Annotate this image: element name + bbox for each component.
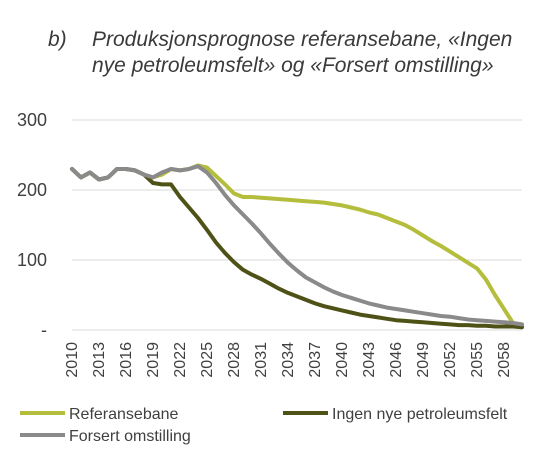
x-tick-label: 2028 <box>226 342 243 378</box>
x-tick-label: 2037 <box>307 342 324 378</box>
y-tick-label: 200 <box>17 180 47 200</box>
y-tick-label: 300 <box>17 110 47 130</box>
x-tick-label: 2016 <box>118 342 135 378</box>
gridlines <box>72 119 522 261</box>
legend-label: Forsert omstilling <box>69 428 191 445</box>
x-tick-label: 2040 <box>334 342 351 378</box>
x-tick-label: 2046 <box>388 342 405 378</box>
title-line-1: Produksjonsprognose referansebane, «Inge… <box>92 28 513 51</box>
x-tick-label: 2019 <box>145 342 162 378</box>
y-axis: - 100 200 300 <box>17 110 47 340</box>
x-tick-label: 2010 <box>64 342 81 378</box>
x-tick-label: 2025 <box>199 342 216 378</box>
y-tick-label: - <box>41 320 47 340</box>
x-tick-label: 2022 <box>172 342 189 378</box>
series-line-2 <box>70 167 524 330</box>
legend-label: Ingen nye petroleumsfelt <box>332 406 508 423</box>
y-tick-label: 100 <box>17 250 47 270</box>
panel-label: b) <box>48 28 67 51</box>
x-tick-label: 2052 <box>442 342 459 378</box>
x-tick-label: 2034 <box>280 342 297 378</box>
x-tick-label: 2013 <box>91 342 108 378</box>
legend: Referansebane Ingen nye petroleumsfelt For… <box>20 406 508 445</box>
series-lines <box>70 163 524 330</box>
x-tick-label: 2055 <box>469 342 486 378</box>
x-tick-label: 2058 <box>496 342 513 378</box>
series-line-3 <box>70 164 524 327</box>
x-tick-label: 2043 <box>361 342 378 378</box>
x-axis: 2010 2013 2016 2019 2022 2025 2028 2031 2034 2037… <box>64 329 522 378</box>
x-tick-label: 2049 <box>415 342 432 378</box>
title-line-2: nye petroleumsfelt» og «Forsert omstilli… <box>92 54 494 77</box>
x-tick-label: 2031 <box>253 342 270 378</box>
legend-label: Referansebane <box>69 406 179 423</box>
